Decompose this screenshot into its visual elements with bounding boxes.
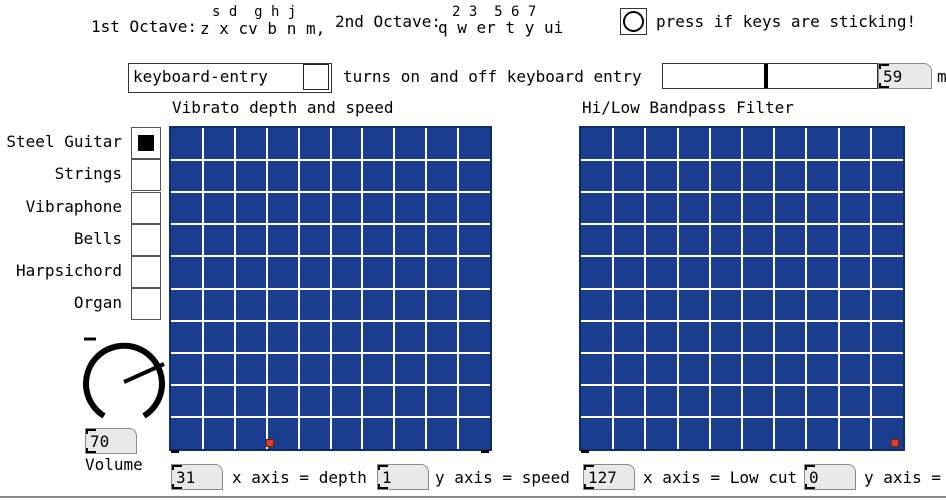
sticking-label: press if keys are sticking! bbox=[656, 12, 917, 31]
vibrato-x-end-mark bbox=[481, 450, 489, 453]
grid-line-vertical bbox=[773, 128, 776, 449]
grid-line-horizontal bbox=[581, 415, 903, 418]
vibrato-title: Vibrato depth and speed bbox=[172, 98, 394, 117]
filter-low-box[interactable]: 127 bbox=[583, 464, 635, 490]
first-octave-label: 1st Octave: bbox=[91, 17, 197, 36]
grid-line-horizontal bbox=[171, 351, 490, 354]
xy-position-marker[interactable] bbox=[265, 439, 274, 447]
grid-line-horizontal bbox=[171, 287, 490, 290]
instrument-option-harpsichord[interactable] bbox=[131, 256, 161, 288]
sticking-reset-button[interactable] bbox=[620, 8, 647, 35]
grid-line-vertical bbox=[805, 128, 808, 449]
instrument-option-steel-guitar[interactable] bbox=[131, 127, 161, 159]
keyboard-entry-slider[interactable] bbox=[662, 63, 878, 89]
instrument-label-harpsichord: Harpsichord bbox=[16, 261, 122, 280]
grid-line-vertical bbox=[837, 128, 840, 449]
keyboard-entry-field: keyboard-entry bbox=[133, 67, 268, 86]
filter-x-origin-mark bbox=[581, 450, 589, 453]
instrument-label-organ: Organ bbox=[73, 293, 122, 312]
xy-position-marker[interactable] bbox=[891, 439, 900, 447]
filter-title: Hi/Low Bandpass Filter bbox=[582, 98, 794, 117]
vibrato-speed-box[interactable]: 1 bbox=[377, 464, 429, 490]
instrument-label-steel-guitar: Steel Guitar bbox=[6, 132, 122, 151]
instrument-selector: Steel Guitar Strings Vibraphone Bells Ha… bbox=[0, 127, 170, 323]
vibrato-depth-caption: x axis = depth bbox=[232, 468, 367, 487]
instrument-option-vibraphone[interactable] bbox=[131, 192, 161, 224]
slider-value-box[interactable]: 59 bbox=[878, 63, 932, 89]
instrument-option-organ[interactable] bbox=[131, 288, 161, 320]
second-octave-label: 2nd Octave: bbox=[335, 12, 441, 31]
vibrato-xy-pad[interactable] bbox=[169, 126, 492, 451]
bottom-divider bbox=[0, 496, 946, 498]
volume-value-box[interactable]: 70 bbox=[85, 428, 137, 454]
filter-low-caption: x axis = Low cut bbox=[643, 468, 798, 487]
filter-high-caption: y axis = bbox=[864, 468, 942, 487]
vibrato-depth-box[interactable]: 31 bbox=[171, 464, 223, 490]
instrument-label-strings: Strings bbox=[54, 164, 122, 183]
grid-line-horizontal bbox=[581, 351, 903, 354]
first-octave-sharp-keys: s d g h j bbox=[212, 4, 297, 20]
second-octave-sharp-keys: 2 3 5 6 7 bbox=[452, 4, 537, 20]
grid-line-horizontal bbox=[581, 319, 903, 322]
instrument-label-bells: Bells bbox=[73, 229, 122, 248]
filter-high-box[interactable]: 0 bbox=[804, 464, 856, 490]
grid-line-vertical bbox=[869, 128, 872, 449]
second-octave-natural-keys: q w er t y ui bbox=[438, 18, 564, 37]
grid-line-vertical bbox=[361, 128, 364, 449]
grid-line-horizontal bbox=[171, 415, 490, 418]
slider-thumb[interactable] bbox=[763, 64, 768, 88]
grid-line-horizontal bbox=[581, 287, 903, 290]
grid-line-vertical bbox=[425, 128, 428, 449]
vibrato-speed-caption: y axis = speed bbox=[435, 468, 570, 487]
vibrato-x-origin-mark bbox=[171, 450, 179, 453]
instrument-option-bells[interactable] bbox=[131, 224, 161, 256]
volume-knob[interactable] bbox=[78, 334, 170, 426]
grid-line-horizontal bbox=[171, 319, 490, 322]
knob-dial-icon bbox=[83, 337, 165, 419]
grid-line-vertical bbox=[457, 128, 460, 449]
circle-icon bbox=[623, 11, 644, 32]
selected-indicator bbox=[138, 135, 154, 151]
first-octave-natural-keys: z x cv b n m, bbox=[200, 19, 326, 38]
grid-line-vertical bbox=[393, 128, 396, 449]
keyboard-entry-box bbox=[128, 63, 332, 93]
filter-xy-pad[interactable] bbox=[579, 126, 905, 451]
keyboard-entry-description: turns on and off keyboard entry bbox=[343, 67, 642, 86]
grid-line-horizontal bbox=[581, 383, 903, 386]
volume-label: Volume bbox=[85, 455, 143, 474]
instrument-label-vibraphone: Vibraphone bbox=[25, 197, 122, 216]
instrument-option-strings[interactable] bbox=[131, 159, 161, 191]
slider-unit-label: m bbox=[937, 67, 946, 86]
keyboard-entry-toggle[interactable] bbox=[303, 64, 329, 90]
grid-line-horizontal bbox=[171, 383, 490, 386]
